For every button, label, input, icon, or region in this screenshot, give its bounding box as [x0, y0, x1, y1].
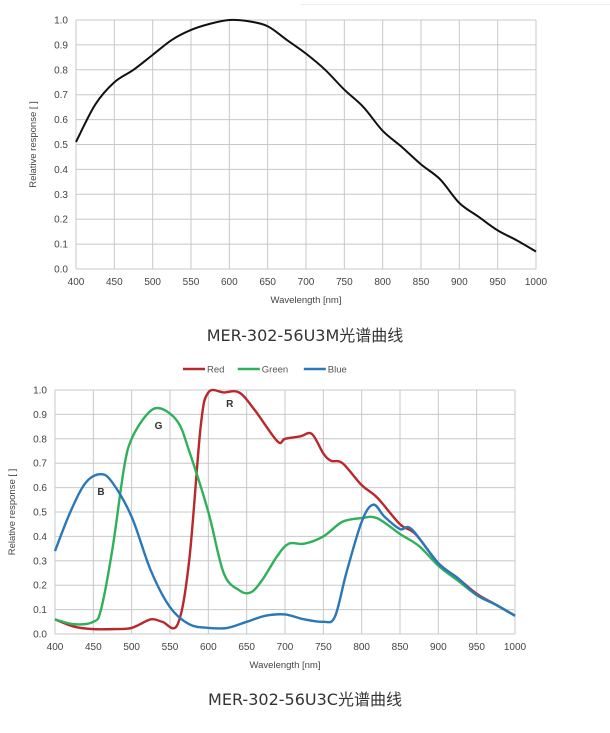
page-top-border — [300, 0, 610, 5]
x-tick-label: 500 — [144, 277, 161, 288]
y-tick-label: 0.2 — [33, 581, 47, 592]
y-axis-label: Relative response [ ] — [28, 101, 39, 188]
x-tick-label: 650 — [238, 642, 255, 653]
y-tick-label: 0.4 — [54, 165, 68, 176]
y-tick-label: 0.9 — [33, 410, 47, 421]
y-tick-label: 0.7 — [33, 459, 47, 470]
y-tick-label: 0.6 — [54, 115, 68, 126]
x-tick-label: 400 — [68, 277, 85, 288]
y-tick-label: 0.9 — [54, 40, 68, 51]
x-tick-label: 550 — [183, 277, 200, 288]
series-line-blue — [53, 472, 516, 630]
y-tick-label: 0.8 — [54, 65, 68, 76]
chart-1: 400 450 500 550 600 650 700 750 800 850 900 950 1000… — [28, 16, 548, 307]
legend-label: Red — [207, 365, 224, 376]
x-tick-label: 500 — [123, 642, 140, 653]
chart-2: 400 450 500 550 600 650 700 750 800 850 900 950 1000… — [7, 365, 527, 672]
series-line-mono — [75, 18, 537, 253]
x-tick-label: 950 — [468, 642, 485, 653]
x-tick-label: 700 — [298, 277, 315, 288]
legend-item-red: Red — [183, 365, 224, 376]
x-tick-label: 450 — [85, 642, 102, 653]
y-tick-label: 0.5 — [54, 140, 68, 151]
legend-label: Green — [262, 365, 288, 376]
series-line-green — [54, 406, 516, 626]
x-tick-label: 650 — [259, 277, 276, 288]
legend-item-blue: Blue — [303, 365, 347, 376]
x-tick-label: 400 — [47, 642, 64, 653]
y-tick-label: 0.3 — [33, 556, 47, 567]
x-axis-label: Wavelength [nm] — [250, 660, 321, 671]
y-tick-label: 0.4 — [33, 532, 47, 543]
y-tick-label: 0.0 — [54, 265, 68, 276]
y-tick-label: 0.2 — [54, 215, 68, 226]
annotation-R: R — [226, 399, 234, 410]
x-tick-label: 450 — [106, 277, 123, 288]
y-tick-label: 0.6 — [33, 483, 47, 494]
x-tick-label: 1000 — [504, 642, 527, 653]
chart1-caption: MER-302-56U3M光谱曲线 — [206, 326, 404, 345]
y-tick-label: 0.5 — [33, 508, 47, 519]
annotation-B: B — [97, 487, 104, 498]
y-tick-label: 0.7 — [54, 90, 68, 101]
x-tick-label: 1000 — [525, 277, 548, 288]
x-tick-label: 900 — [451, 277, 468, 288]
y-tick-label: 0.1 — [54, 240, 68, 251]
legend-label: Blue — [328, 365, 347, 376]
x-tick-label: 800 — [374, 277, 391, 288]
x-tick-label: 700 — [277, 642, 294, 653]
legend-item-green: Green — [237, 365, 288, 376]
y-tick-label: 0.0 — [33, 630, 47, 641]
y-tick-label: 1.0 — [33, 386, 47, 397]
x-tick-label: 900 — [430, 642, 447, 653]
x-tick-label: 750 — [336, 277, 353, 288]
x-tick-label: 600 — [200, 642, 217, 653]
x-tick-label: 600 — [221, 277, 238, 288]
y-tick-label: 0.1 — [33, 605, 47, 616]
x-tick-label: 950 — [489, 277, 506, 288]
x-axis-label: Wavelength [nm] — [271, 295, 342, 306]
x-tick-label: 850 — [413, 277, 430, 288]
annotation-G: G — [155, 421, 163, 432]
x-tick-label: 850 — [392, 642, 409, 653]
x-tick-label: 800 — [353, 642, 370, 653]
y-tick-label: 0.8 — [33, 434, 47, 445]
chart2-caption: MER-302-56U3C光谱曲线 — [208, 690, 402, 709]
y-tick-label: 1.0 — [54, 16, 68, 27]
x-tick-label: 550 — [162, 642, 179, 653]
x-tick-label: 750 — [315, 642, 332, 653]
y-axis-label: Relative response [ ] — [7, 469, 18, 556]
y-tick-label: 0.3 — [54, 190, 68, 201]
